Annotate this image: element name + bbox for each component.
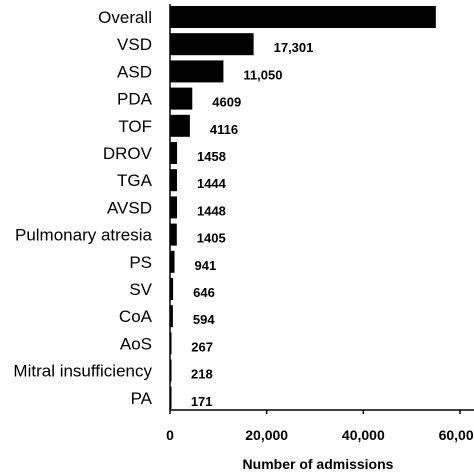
bar-5: [170, 142, 178, 164]
value-label-6: 1444: [197, 176, 227, 191]
x-tick-label-1: 20,000: [245, 427, 288, 443]
bar-11: [170, 305, 173, 328]
bar-10: [170, 278, 174, 300]
bar-2: [170, 60, 224, 83]
bar-3: [170, 87, 193, 110]
bar-0: [170, 6, 436, 28]
bar-4: [170, 114, 190, 137]
value-label-4: 4116: [210, 122, 238, 137]
category-label-7: AVSD: [107, 198, 152, 217]
value-label-14: 171: [191, 394, 213, 409]
category-label-1: VSD: [117, 35, 152, 54]
category-label-14: PA: [131, 389, 153, 408]
category-label-5: DROV: [103, 144, 153, 163]
x-tick-label-0: 0: [166, 427, 174, 443]
category-label-9: PS: [129, 253, 152, 272]
category-label-4: TOF: [118, 117, 152, 136]
bar-1: [170, 33, 254, 56]
category-label-12: AoS: [120, 334, 152, 353]
category-label-8: Pulmonary atresia: [15, 226, 153, 245]
x-axis: [169, 4, 474, 411]
category-labels: Overall VSD ASD PDA TOF DROV TGA AVSD Pulmonary …: [13, 8, 152, 408]
category-label-13: Mitral insufficiency: [13, 362, 152, 381]
value-label-11: 594: [193, 312, 215, 327]
x-tick-label-2: 40,000: [342, 427, 385, 443]
value-label-12: 267: [191, 339, 213, 354]
category-label-3: PDA: [117, 90, 153, 109]
value-label-2: 11,050: [243, 67, 282, 82]
category-label-10: SV: [129, 280, 152, 299]
bar-7: [170, 196, 177, 219]
bar-8: [170, 223, 177, 246]
x-tick-label-3: 60,000: [439, 427, 474, 443]
value-label-9: 941: [195, 258, 217, 273]
category-label-2: ASD: [117, 62, 152, 81]
bar-6: [170, 169, 177, 192]
category-label-0: Overall: [98, 8, 152, 27]
value-label-10: 646: [193, 285, 215, 300]
value-label-1: 17,301: [274, 40, 314, 55]
value-label-5: 1458: [197, 149, 226, 164]
category-label-6: TGA: [117, 171, 153, 190]
value-label-7: 1448: [197, 203, 226, 218]
value-label-13: 218: [191, 367, 213, 382]
category-label-11: CoA: [119, 307, 153, 326]
value-label-8: 1405: [197, 231, 226, 246]
value-label-3: 4609: [212, 95, 241, 110]
x-tick-labels: 0 20,000 40,000 60,000: [166, 410, 474, 443]
x-axis-title: Number of admissions: [243, 456, 394, 472]
bar-9: [170, 250, 175, 273]
